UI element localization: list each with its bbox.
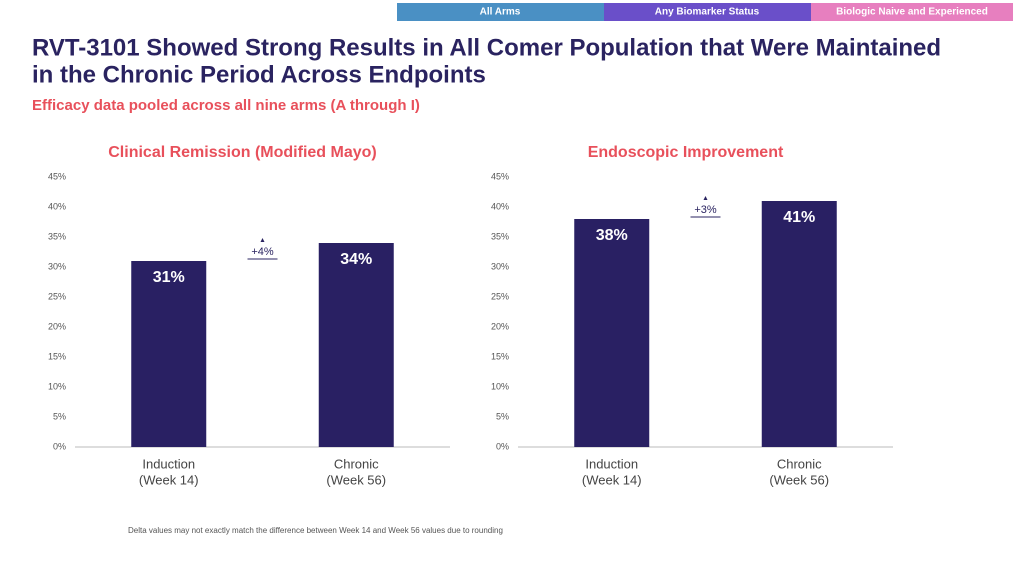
title: RVT-3101 Showed Strong Results in All Co…	[32, 34, 941, 61]
value-label: 34%	[340, 251, 372, 268]
y-tick-label: 25%	[491, 291, 509, 301]
x-tick-label: (Week 56)	[326, 472, 386, 487]
chart-title: Clinical Remission (Modified Mayo)	[108, 144, 376, 161]
y-tick-label: 30%	[491, 261, 509, 271]
y-tick-label: 5%	[496, 411, 509, 421]
x-tick-label: (Week 14)	[582, 472, 642, 487]
x-tick-label: (Week 56)	[769, 472, 829, 487]
x-tick-label: Induction	[142, 456, 195, 471]
y-tick-label: 15%	[48, 351, 66, 361]
delta-arrow	[703, 196, 708, 200]
tab[interactable]: Biologic Naive and Experienced	[836, 7, 988, 18]
tab[interactable]: Any Biomarker Status	[655, 7, 760, 18]
subtitle: Efficacy data pooled across all nine arm…	[32, 97, 420, 114]
delta-arrow	[260, 238, 265, 242]
bar	[131, 261, 207, 447]
y-tick-label: 35%	[491, 231, 509, 241]
y-tick-label: 20%	[491, 321, 509, 331]
y-tick-label: 35%	[48, 231, 66, 241]
y-tick-label: 45%	[48, 171, 66, 181]
x-tick-label: Chronic	[777, 456, 822, 471]
y-tick-label: 40%	[48, 201, 66, 211]
x-tick-label: (Week 14)	[139, 472, 199, 487]
x-tick-label: Induction	[585, 456, 638, 471]
footnote: Delta values may not exactly match the d…	[128, 526, 503, 535]
y-tick-label: 45%	[491, 171, 509, 181]
y-tick-label: 0%	[53, 441, 66, 451]
chart-title: Endoscopic Improvement	[588, 144, 784, 161]
value-label: 38%	[596, 227, 628, 244]
y-tick-label: 10%	[491, 381, 509, 391]
title: in the Chronic Period Across Endpoints	[32, 61, 486, 88]
y-tick-label: 15%	[491, 351, 509, 361]
tab-bg[interactable]	[604, 3, 811, 21]
bar	[761, 201, 837, 447]
tab-bg[interactable]	[811, 3, 1013, 21]
bar	[318, 243, 394, 447]
y-tick-label: 30%	[48, 261, 66, 271]
y-tick-label: 10%	[48, 381, 66, 391]
x-tick-label: Chronic	[334, 456, 379, 471]
value-label: 41%	[783, 209, 815, 226]
y-tick-label: 40%	[491, 201, 509, 211]
y-tick-label: 5%	[53, 411, 66, 421]
y-tick-label: 20%	[48, 321, 66, 331]
y-tick-label: 0%	[496, 441, 509, 451]
tab[interactable]: All Arms	[480, 7, 521, 18]
y-tick-label: 25%	[48, 291, 66, 301]
bar	[574, 219, 650, 447]
value-label: 31%	[153, 269, 185, 286]
delta-annotation: +4%	[251, 246, 274, 258]
delta-annotation: +3%	[694, 204, 717, 216]
tab-bg[interactable]	[397, 3, 604, 21]
